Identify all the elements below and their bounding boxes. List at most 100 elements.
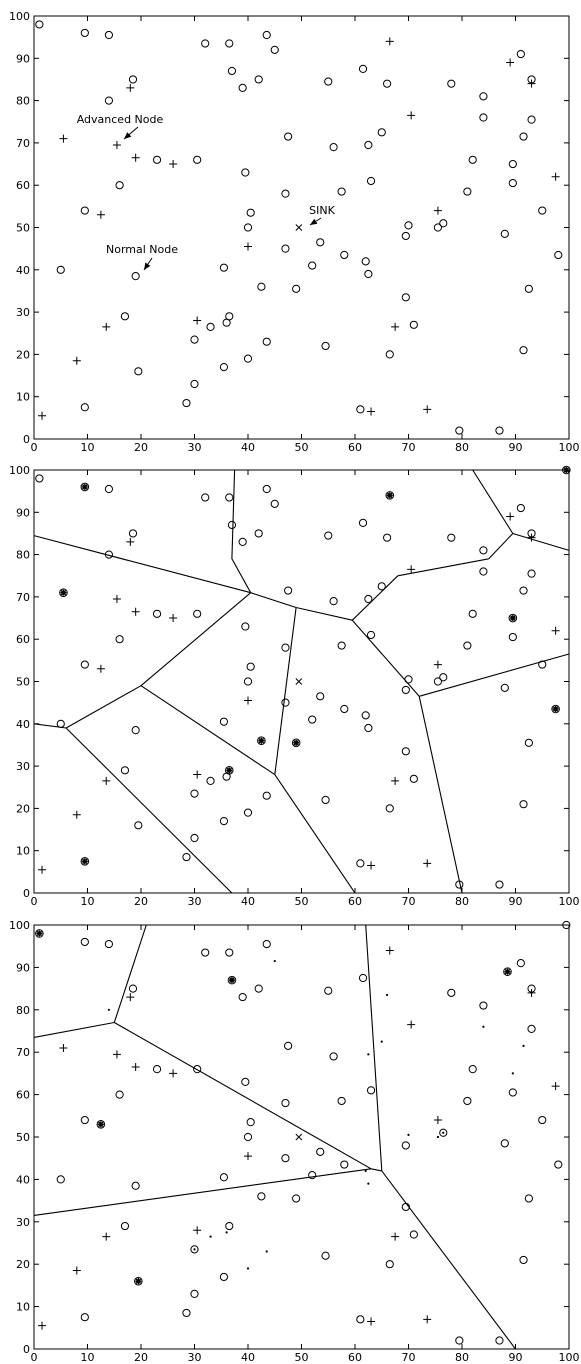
cluster-head-star — [258, 737, 265, 744]
normal-node-marker — [225, 312, 234, 321]
normal-node-marker — [131, 272, 140, 281]
y-tick-label: 30 — [16, 760, 30, 773]
dead-node-marker — [442, 1131, 445, 1134]
advanced-node-marker — [244, 1152, 252, 1161]
advanced-node-marker — [367, 1317, 376, 1326]
normal-node-marker — [508, 632, 517, 642]
normal-node-marker — [500, 229, 509, 238]
normal-node-marker — [120, 1221, 130, 1231]
advanced-node-marker — [38, 865, 47, 874]
normal-node-marker — [270, 499, 279, 508]
y-tick-label: 80 — [16, 549, 30, 562]
dead-node-marker — [407, 1133, 410, 1136]
dead-node-marker — [436, 1135, 440, 1139]
normal-node-marker — [182, 1308, 191, 1318]
cluster-boundary — [351, 575, 399, 621]
panel-top: 0 10 20 30 40 50 60 70 80 90 100 0 10 20 30 40 50 60 70 80 9… — [9, 10, 580, 454]
normal-node-marker — [468, 155, 477, 164]
normal-node-marker — [329, 597, 338, 606]
normal-node-marker — [324, 531, 333, 540]
normal-node-marker — [316, 692, 325, 701]
advanced-node-marker — [38, 1321, 47, 1330]
plot-frame — [33, 469, 570, 894]
normal-node-marker — [385, 804, 394, 813]
normal-node-marker — [366, 1086, 376, 1095]
cluster-boundary — [33, 535, 251, 594]
advanced-node-marker — [385, 37, 394, 46]
normal-node-marker — [495, 1336, 504, 1345]
normal-node-marker — [468, 609, 477, 618]
x-tick-label: 80 — [455, 1351, 469, 1364]
advanced-node-marker — [506, 58, 515, 67]
normal-node-marker — [241, 622, 250, 631]
normal-node-marker — [468, 1065, 477, 1074]
advanced-node-marker — [193, 770, 202, 779]
x-tick-label: 60 — [348, 1351, 362, 1364]
normal-node-marker — [80, 206, 89, 215]
dead-node-marker — [367, 1182, 370, 1185]
normal-node-marker — [439, 219, 448, 228]
normal-node-marker — [238, 537, 247, 547]
normal-node-marker — [337, 641, 346, 650]
normal-node-marker — [316, 238, 325, 247]
normal-node-marker — [284, 132, 293, 141]
advanced-node-marker — [385, 946, 394, 955]
cluster-head-marker — [134, 1276, 143, 1286]
normal-node-marker — [254, 984, 263, 993]
normal-node-marker — [519, 586, 528, 595]
normal-node-marker — [337, 187, 346, 196]
annotation-arrow — [309, 217, 322, 226]
cluster-boundary — [65, 727, 233, 894]
normal-node-marker — [401, 1202, 410, 1212]
normal-node-marker — [321, 341, 330, 351]
x-tick-label: 10 — [81, 1351, 95, 1364]
y-tick-label: 40 — [16, 264, 30, 277]
advanced-node-marker — [527, 533, 536, 542]
normal-node-marker — [190, 1245, 199, 1254]
normal-node-marker — [193, 609, 202, 618]
normal-node-marker — [308, 261, 317, 270]
x-tick-label: 60 — [348, 441, 362, 454]
x-tick-label: 60 — [348, 895, 362, 908]
normal-node-marker — [80, 1313, 89, 1322]
normal-node-marker — [182, 398, 191, 408]
normal-node-marker — [219, 1173, 229, 1182]
normal-node-marker — [56, 719, 65, 728]
normal-node-marker — [115, 181, 124, 190]
normal-node-marker — [134, 821, 143, 830]
normal-node-marker — [128, 529, 138, 538]
normal-node-marker — [246, 1118, 255, 1127]
cluster-boundary — [418, 696, 463, 894]
advanced-node-marker — [433, 1116, 442, 1125]
normal-node-marker — [281, 244, 290, 253]
x-tick-label: 50 — [295, 895, 309, 908]
normal-node-marker — [516, 503, 525, 513]
normal-node-marker — [281, 698, 290, 707]
cluster-head-star — [81, 483, 88, 490]
advanced-node-marker — [391, 1232, 400, 1241]
advanced-node-marker — [126, 993, 135, 1002]
normal-node-marker — [519, 800, 528, 809]
advanced-node-marker — [131, 153, 140, 162]
cluster-boundary — [274, 607, 297, 775]
normal-node-marker — [463, 187, 472, 196]
sink-marker — [295, 224, 303, 231]
normal-node-marker — [190, 833, 199, 843]
x-tick-label: 50 — [295, 1351, 309, 1364]
cluster-head-marker — [227, 975, 237, 985]
normal-node-marker — [385, 350, 394, 359]
x-tick-label: 10 — [81, 441, 95, 454]
cluster-boundary — [140, 685, 276, 776]
annotation-label: Normal Node — [106, 243, 178, 256]
normal-node-marker — [219, 717, 229, 726]
advanced-node-marker — [96, 210, 105, 219]
y-tick-label: 20 — [16, 1258, 30, 1271]
dead-node-marker — [107, 1008, 110, 1011]
normal-node-marker — [366, 630, 376, 640]
advanced-node-marker — [423, 859, 432, 868]
normal-node-marker — [508, 178, 517, 188]
cluster-boundary — [231, 469, 252, 593]
x-tick-label: 0 — [31, 895, 38, 908]
normal-node-marker — [254, 75, 263, 84]
normal-node-marker — [447, 533, 456, 542]
